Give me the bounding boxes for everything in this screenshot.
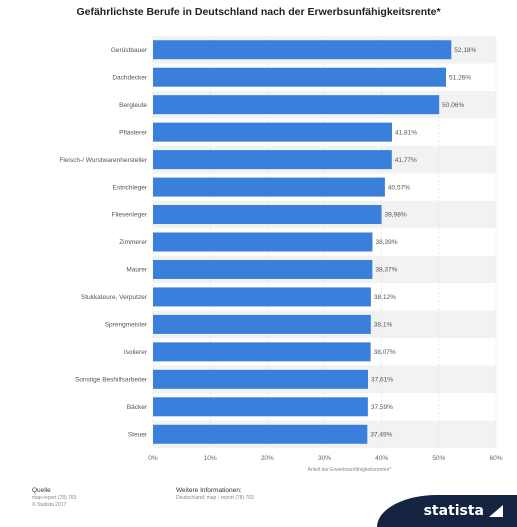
category-label: Zimmerer [119,239,148,246]
x-axis-label: Anteil der Erwerbsunfähigkeitsrenten* [308,467,392,473]
category-label: Fliesenleger [112,212,148,219]
value-label: 40,57% [388,184,410,191]
category-label: Pflasterer [119,129,148,136]
bar [153,259,373,279]
value-label: 38,12% [374,294,396,301]
value-label: 37,61% [371,377,393,384]
x-tick-label: 50% [432,455,445,462]
value-label: 38,39% [375,239,397,246]
value-label: 37,59% [371,404,393,411]
bar [153,205,382,225]
category-label: Steuer [128,431,148,438]
bar [153,314,371,334]
bar [153,177,385,197]
x-tick-label: 40% [375,455,388,462]
bar-chart: 0% 10% 20% 30% 40% 50% 60% Gerüstbauer 52,18% Dac… [59,36,503,473]
category-label: Sonstige Beshilfsarbeiter [75,377,148,384]
statista-logo-icon [489,505,503,517]
value-label: 52,18% [454,47,476,54]
info-label[interactable]: Weitere Informationen: [176,487,242,494]
info-text: Deutschland; map - report (78) 783 [176,495,254,501]
value-label: 38,07% [374,349,396,356]
category-label: Isolierer [124,349,148,356]
value-label: 41,77% [395,157,417,164]
statista-logo[interactable]: statista [377,495,517,527]
category-label: Bergleute [119,102,147,109]
value-label: 38,37% [375,267,397,274]
chart-title: Gefährlichste Berufe in Deutschland nach… [76,6,441,18]
bar [153,287,371,307]
category-label: Gerüstbauer [111,47,148,54]
value-label: 50,06% [442,102,464,109]
value-label: 41,81% [395,129,417,136]
bar [153,342,371,362]
category-label: Maurer [126,267,147,274]
bar [153,397,368,417]
category-label: Estrichleger [113,184,148,191]
value-label: 37,49% [370,431,392,438]
bar [153,369,369,389]
x-tick-label: 60% [489,455,502,462]
category-label: Dachdecker [112,74,148,81]
source-line-2: © Statista 2017 [32,502,67,508]
category-label: Fleisch-/ Wurstwarenhersteller [59,157,147,164]
category-label: Sprengmeister [105,322,148,329]
source-line-1: map-report (78) 783 [32,495,77,501]
x-tick-label: 20% [261,455,274,462]
bar [153,150,392,170]
bar [153,40,452,60]
bar [153,122,393,142]
value-label: 38,1% [374,322,393,329]
bar [153,424,368,444]
value-label: 51,26% [449,74,471,81]
bar [153,67,447,87]
category-label: Stukkateure, Verputzer [81,294,148,301]
x-tick-label: 30% [318,455,331,462]
category-label: Bäcker [127,404,148,411]
bar [153,232,373,252]
source-label: Quelle [32,487,51,494]
bar [153,95,440,115]
x-tick-label: 0% [148,455,158,462]
value-label: 39,98% [385,212,407,219]
brand-name: statista [423,503,484,519]
x-tick-label: 10% [204,455,217,462]
